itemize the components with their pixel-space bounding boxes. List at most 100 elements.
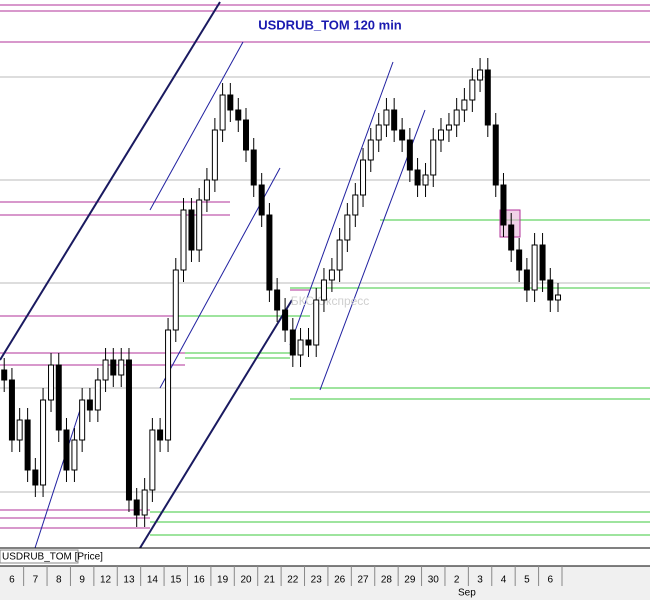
candle-body [79,399,86,441]
x-tick-label: 16 [194,575,206,586]
x-tick-label: 27 [357,575,369,586]
x-tick-label: 8 [56,575,62,586]
candle-body [180,209,187,271]
candle-body [149,429,156,491]
x-tick-label: 28 [381,575,393,586]
candle-body [297,339,304,356]
x-tick-label: 12 [100,575,112,586]
candle-body [196,199,203,251]
candle-body [289,329,296,356]
candle-body [360,159,367,196]
candle-body [102,359,109,381]
candle-body [71,439,78,471]
candle-body [258,184,265,216]
candle-body [282,309,289,331]
candle-body [484,69,491,126]
candle-body [219,94,226,131]
candle-body [383,109,390,126]
candle-body [406,139,413,171]
candle-body [172,269,179,331]
candle-body [523,269,530,291]
candle-body [516,249,523,271]
candle-body [94,379,101,411]
candle-body [40,399,47,486]
candle-body [313,299,320,346]
candle-body [141,489,148,516]
candle-body [539,244,546,281]
candle-body [305,339,312,346]
candle-body [320,279,327,301]
x-tick-label: 26 [334,575,346,586]
candle-body [48,364,55,401]
x-tick-label: 23 [311,575,323,586]
watermark: БКС Экспресс [291,294,370,308]
candle-body [8,379,15,441]
candle-body [399,129,406,141]
candle-body [375,124,382,141]
candle-body [203,179,210,201]
x-tick-label: 29 [404,575,416,586]
candle-body [445,124,452,131]
candle-body [437,129,444,141]
candle-body [547,279,554,301]
candle-body [125,359,132,501]
candle-body [235,109,242,121]
candle-body [367,139,374,161]
candle-body [477,69,484,81]
candle-body [227,94,234,111]
candle-body [555,294,562,301]
candle-body [508,224,515,251]
candle-body [414,169,421,186]
x-tick-label: 20 [240,575,252,586]
x-tick-label: 22 [287,575,299,586]
x-tick-label: 7 [33,575,39,586]
axis-band [0,566,650,600]
candle-body [63,429,70,471]
x-tick-label: 3 [477,575,483,586]
x-tick-label: 15 [170,575,182,586]
candle-body [531,244,538,291]
x-tick-label: 4 [501,575,507,586]
x-tick-label: 6 [548,575,554,586]
candle-body [86,399,93,411]
candle-body [133,499,140,516]
candle-body [469,79,476,101]
trendlines [0,1,426,549]
x-tick-label: 6 [9,575,15,586]
candle-body [328,269,335,281]
candle-body [188,209,195,251]
candle-body [157,429,164,441]
candle-body [24,419,31,471]
x-tick-label: 2 [454,575,460,586]
x-tick-label: 13 [123,575,135,586]
candle-body [1,369,8,381]
candles [1,58,562,527]
month-label: Sep [458,588,476,599]
candle-body [492,124,499,186]
candle-body [352,194,359,216]
x-tick-label: 14 [147,575,159,586]
x-tick-label: 19 [217,575,229,586]
candle-body [243,119,250,151]
candle-body [250,149,257,186]
candle-body [422,174,429,186]
candle-body [16,419,23,441]
candle-body [211,129,218,181]
candle-body [453,109,460,126]
candle-body [165,329,172,441]
candle-body [118,359,125,376]
x-tick-label: 9 [79,575,85,586]
legend-box [0,549,79,564]
candle-body [274,289,281,311]
chart-title: USDRUB_TOM 120 min [258,17,402,32]
candle-body [266,214,273,291]
candle-body [110,359,117,376]
candle-body [391,109,398,131]
x-tick-label: 30 [428,575,440,586]
candle-body [500,184,507,226]
candle-body [55,364,62,431]
candle-body [336,239,343,271]
candle-body [344,214,351,241]
x-tick-label: 21 [264,575,276,586]
